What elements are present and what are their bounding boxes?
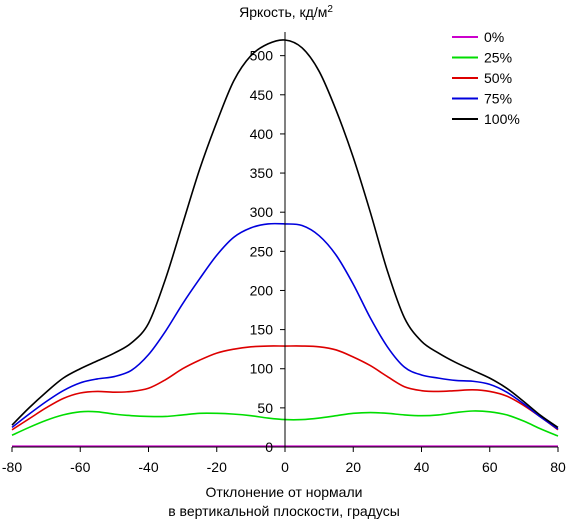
legend-label: 75% — [484, 91, 512, 107]
legend-label: 100% — [484, 111, 520, 127]
x-tick-label: 60 — [482, 459, 498, 475]
y-tick-label: 400 — [250, 126, 274, 142]
legend-label: 0% — [484, 29, 504, 45]
y-tick-label: 200 — [250, 282, 274, 298]
chart-title-main: Яркость, кд/м — [239, 4, 327, 20]
x-tick-label: -60 — [70, 459, 90, 475]
x-tick-label: 0 — [281, 459, 289, 475]
y-tick-label: 150 — [250, 322, 274, 338]
y-tick-label: 500 — [250, 48, 274, 64]
x-tick-label: -80 — [2, 459, 22, 475]
y-tick-label: 300 — [250, 204, 274, 220]
ticks-layer: -80 -60 -40 -20 0 20 40 60 80 0 50 100 150 200 250 300 3… — [2, 48, 566, 475]
y-tick-label: 350 — [250, 165, 274, 181]
x-axis-label-line1: Отклонение от нормали — [206, 484, 363, 500]
legend-label: 25% — [484, 50, 512, 66]
chart-title-superscript: 2 — [327, 4, 333, 15]
y-tick-label: 100 — [250, 361, 274, 377]
axes-layer — [12, 32, 558, 448]
y-tick-label: 450 — [250, 87, 274, 103]
legend: 0% 25% 50% 75% 100% — [452, 29, 520, 127]
x-tick-label: 20 — [345, 459, 361, 475]
x-axis-label-line2: в вертикальной плоскости, градусы — [168, 503, 400, 519]
chart-title: Яркость, кд/м2 — [239, 4, 333, 20]
x-tick-label: 40 — [414, 459, 430, 475]
x-tick-label: -40 — [138, 459, 158, 475]
x-tick-label: 80 — [550, 459, 566, 475]
x-tick-label: -20 — [207, 459, 227, 475]
legend-label: 50% — [484, 70, 512, 86]
y-tick-label: 250 — [250, 243, 274, 259]
y-tick-label: 50 — [257, 400, 273, 416]
y-tick-label: 0 — [265, 439, 273, 455]
